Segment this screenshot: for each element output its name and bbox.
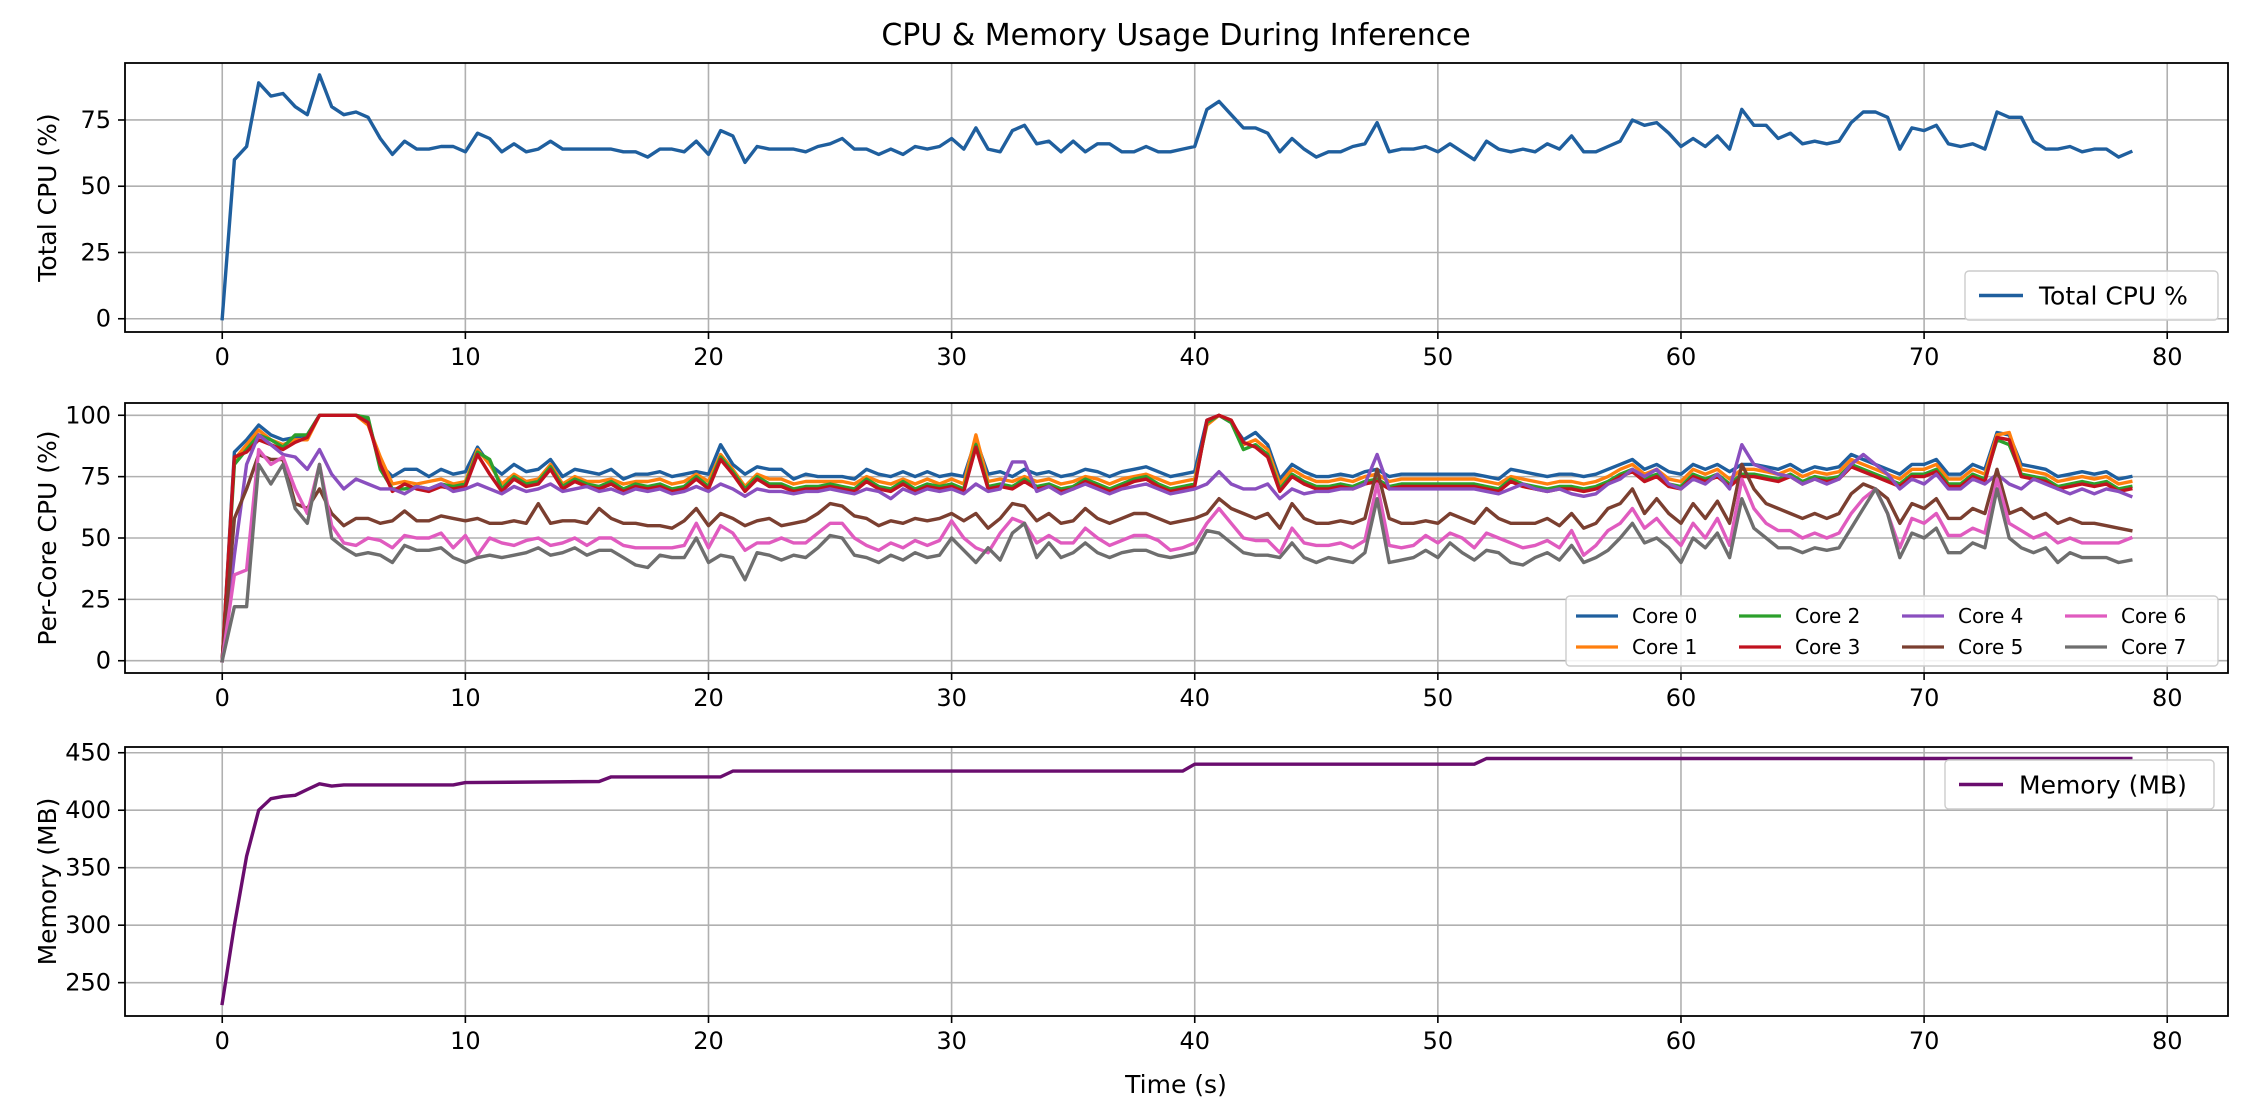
y-tick-label: 0 (96, 647, 111, 675)
y-tick-label: 300 (65, 911, 111, 939)
x-tick-label: 40 (1179, 684, 1210, 712)
y-axis-label: Per-Core CPU (%) (33, 430, 62, 645)
y-tick-label: 50 (80, 172, 111, 200)
legend-label: Core 7 (2121, 635, 2186, 659)
x-tick-label: 50 (1423, 343, 1454, 371)
chart-title: CPU & Memory Usage During Inference (881, 18, 1470, 53)
x-tick-label: 20 (693, 343, 724, 371)
legend-box (1565, 595, 2219, 667)
legend: Total CPU % (1964, 270, 2219, 321)
x-tick-label: 0 (215, 1027, 230, 1055)
x-tick-label: 70 (1909, 343, 1940, 371)
y-tick-label: 50 (80, 524, 111, 552)
x-tick-label: 40 (1179, 343, 1210, 371)
x-tick-label: 60 (1666, 684, 1697, 712)
y-tick-label: 0 (96, 305, 111, 333)
series-group (220, 413, 2134, 663)
x-tick-label: 50 (1423, 1027, 1454, 1055)
x-tick-label: 10 (450, 343, 481, 371)
x-tick-label: 60 (1666, 343, 1697, 371)
legend-box (1944, 759, 2215, 810)
y-axis-label: Memory (MB) (33, 798, 62, 966)
axes-frame (124, 62, 2229, 333)
x-tick-label: 10 (450, 1027, 481, 1055)
y-tick-label: 75 (80, 463, 111, 491)
x-tick-label: 80 (2152, 684, 2183, 712)
legend-label: Core 4 (1958, 604, 2023, 628)
panels: 0 10 20 30 40 50 60 70 80 0 25 50 75 Total CPU (%) Tot… (33, 62, 2229, 1055)
panel-memory: 0 10 20 30 40 50 60 70 80 250 300 350 400 450 Memory (… (33, 739, 2229, 1055)
y-tick-label: 350 (65, 854, 111, 882)
x-axis-label: Time (s) (1124, 1070, 1227, 1099)
y-tick-label: 25 (80, 238, 111, 266)
x-tick-label: 30 (936, 684, 967, 712)
legend-label: Core 5 (1958, 635, 2023, 659)
series-group (220, 756, 2133, 1006)
series-line-core-6 (220, 447, 2134, 663)
x-tick-label: 20 (693, 684, 724, 712)
x-tick-label: 10 (450, 684, 481, 712)
x-tick-label: 70 (1909, 684, 1940, 712)
y-axis-label: Total CPU (%) (33, 113, 62, 282)
y-tick-label: 400 (65, 796, 111, 824)
series-line-total-cpu (220, 73, 2134, 321)
y-tick-label: 250 (65, 969, 111, 997)
y-tick-label: 75 (80, 106, 111, 134)
legend-label: Core 1 (1632, 635, 1697, 659)
x-tick-label: 40 (1179, 1027, 1210, 1055)
legend-label: Core 2 (1795, 604, 1860, 628)
series-line-memory-mb (220, 756, 2133, 1006)
series-line-core-5 (220, 452, 2133, 663)
x-tick-label: 50 (1423, 684, 1454, 712)
legend: Core 0 Core 1 Core 2 Core 3 Core 4 Core 5 Core… (1565, 595, 2219, 667)
y-tick-label: 100 (65, 401, 111, 429)
panel-total: 0 10 20 30 40 50 60 70 80 0 25 50 75 Total CPU (%) Tot… (33, 62, 2229, 371)
x-tick-label: 80 (2152, 343, 2183, 371)
legend-label: Total CPU % (2038, 282, 2188, 311)
legend: Memory (MB) (1944, 759, 2215, 810)
legend-label: Memory (MB) (2019, 771, 2187, 800)
x-tick-label: 70 (1909, 1027, 1940, 1055)
y-tick-label: 25 (80, 585, 111, 613)
legend-box (1964, 270, 2219, 321)
series-line-core-0 (220, 413, 2133, 663)
legend-label: Core 0 (1632, 604, 1697, 628)
x-tick-label: 0 (215, 343, 230, 371)
x-tick-label: 80 (2152, 1027, 2183, 1055)
legend-label: Core 6 (2121, 604, 2186, 628)
x-tick-label: 60 (1666, 1027, 1697, 1055)
axes-frame (124, 746, 2229, 1017)
x-tick-label: 30 (936, 1027, 967, 1055)
x-tick-label: 0 (215, 684, 230, 712)
series-line-core-4 (220, 433, 2134, 663)
series-line-core-7 (220, 462, 2133, 663)
x-tick-label: 30 (936, 343, 967, 371)
legend-label: Core 3 (1795, 635, 1860, 659)
x-tick-label: 20 (693, 1027, 724, 1055)
gridlines (125, 63, 2228, 332)
series-group (220, 73, 2134, 321)
y-tick-label: 450 (65, 739, 111, 767)
